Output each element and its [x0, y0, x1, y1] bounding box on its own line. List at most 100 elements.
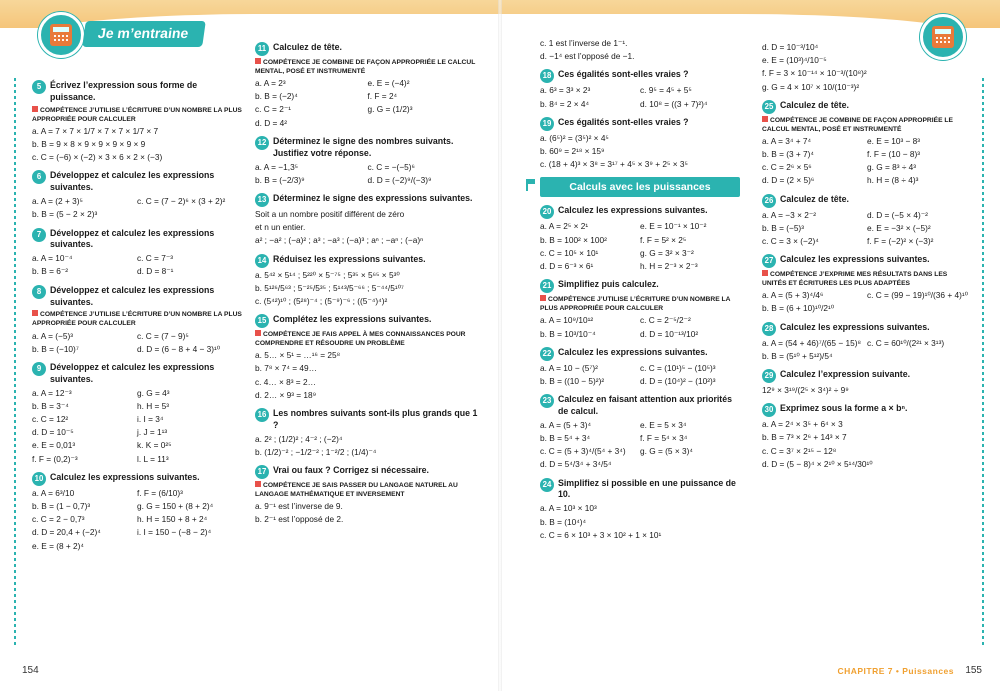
- exercise-item: c. 1 est l’inverse de 1⁻¹.: [540, 38, 628, 48]
- item-row: b. 8⁴ = 2 × 4⁴ d. 10⁸ = ((3 + 7)²)⁴: [540, 99, 740, 110]
- exercise-item: b. 5¹²⁶/5⁶³ ; 5⁻²⁵/5³⁵ ; 5¹⁴³/5⁻⁶⁶ ; 5⁻⁴…: [255, 282, 404, 293]
- exercise-number-badge: 6: [32, 170, 46, 185]
- exercise-item: b. B = (3 + 7)⁴: [762, 149, 814, 160]
- margin-dashes-right: [982, 78, 984, 648]
- exercise-number-badge: 13: [255, 192, 269, 207]
- exercise-header: 10 Calculez les expressions suivantes.: [32, 471, 242, 486]
- exercise: 5 Écrivez l’expression sous forme de puis…: [32, 80, 242, 163]
- exercise-title: Développez et calculez les expressions s…: [50, 361, 215, 384]
- exercise-item: b. 2⁻¹ est l’opposé de 2.: [255, 514, 344, 525]
- competence-square-icon: [540, 295, 546, 302]
- item-row: c. 1 est l’inverse de 1⁻¹.: [540, 38, 740, 49]
- exercise-item: f. F = 5² × 2⁵: [640, 234, 687, 245]
- exercise-item: d. D = 10⁻³/10⁴: [762, 42, 819, 52]
- exercise-item: c. C = 12²: [32, 414, 69, 424]
- item-row: d. 2… × 9³ = 18⁹: [255, 390, 480, 401]
- exercise-number-badge: 29: [762, 369, 776, 383]
- item-row: b. 5¹²⁶/5⁶³ ; 5⁻²⁵/5³⁵ ; 5¹⁴³/5⁻⁶⁶ ; 5⁻⁴…: [255, 283, 480, 294]
- exercise-number-badge: 5: [32, 80, 46, 94]
- exercise-item: et n un entier.: [255, 222, 306, 233]
- exercise-item: a. A = (5 + 3)⁴/4⁶: [762, 290, 824, 301]
- exercise-title: Calculez les expressions suivantes.: [558, 346, 708, 357]
- exercise-number-badge: 21: [540, 279, 554, 294]
- exercise-item: b. B = 100² × 100²: [540, 234, 607, 245]
- item-row: a. A = 2⁵ × 2¹ e. E = 10⁻¹ × 10⁻²: [540, 221, 740, 232]
- section-tab: Je m’entraine: [82, 21, 207, 47]
- exercise-item: g. G = 150 + (8 + 2)⁴: [137, 500, 214, 511]
- page-number-left: 154: [22, 664, 39, 676]
- exercise-item: [368, 118, 481, 129]
- item-row: a. (6⁵)² = (3⁵)² × 4⁵: [540, 133, 740, 144]
- exercise-title: Ces égalités sont-elles vraies ?: [558, 116, 689, 127]
- item-row: a. A = (2 + 3)⁵ c. C = (7 − 2)⁶ × (3 + 2)…: [32, 196, 242, 207]
- exercise-title: Simplifiez si possible en une puissance …: [558, 477, 736, 500]
- exercise-item: a. A = (54 + 46)⁷/(65 − 15)⁸: [762, 337, 861, 348]
- exercise: 23 Calculez en faisant attention aux prio…: [540, 394, 740, 471]
- exercise-item: f. F = (−2)² × (−3)²: [867, 235, 934, 246]
- exercise-item: d. D = 6⁻³ × 6¹: [540, 261, 594, 272]
- exercise-header: 12 Déterminez le signe des nombres suivan…: [255, 135, 480, 160]
- exercise-number-badge: 11: [255, 42, 269, 56]
- exercise-item: e. E = 0,01³: [32, 440, 76, 451]
- item-row: et n un entier.: [255, 222, 480, 233]
- exercise: 18 Ces égalités sont-elles vraies ? a. 6³ …: [540, 69, 740, 109]
- exercise-item: c. C = (−6) × (−2) × 3 × 6 × 2 × (−3): [32, 152, 163, 163]
- exercise: 11 Calculez de tête. COMPÉTENCE JE COMBINE…: [255, 42, 480, 129]
- exercise-header: 25 Calculez de tête.: [762, 99, 972, 114]
- exercise-item: e. E = (10³)⁴/10⁻⁵: [762, 55, 827, 66]
- chapter-footer: CHAPITRE 7 • Puissances: [837, 666, 954, 677]
- item-row: c. (18 + 4)³ × 3⁸ = 3¹⁷ + 4⁵ × 3⁹ + 2⁵ ×…: [540, 159, 740, 170]
- exercise-item: g. G = (1/2)³: [367, 104, 413, 115]
- exercise-header: 14 Réduisez les expressions suivantes.: [255, 253, 480, 268]
- section-heading-text: Calculs avec les puissances: [569, 181, 711, 194]
- exercise-item: a. 9⁻¹ est l’inverse de 9.: [255, 501, 343, 512]
- book-spine: [498, 0, 502, 691]
- exercise-item: c. C = 3 × (−2)⁴: [762, 235, 819, 246]
- item-row: b. B = 5⁴ + 3⁴ f. F = 5⁴ × 3⁴: [540, 433, 740, 444]
- competence-text: COMPÉTENCE J’UTILISE L’ÉCRITURE D’UN NOM…: [32, 311, 242, 328]
- item-row: Soit a un nombre positif différent de zé…: [255, 209, 480, 220]
- item-row: b. 2⁻¹ est l’opposé de 2.: [255, 514, 480, 525]
- exercise-title: Calculez les expressions suivantes.: [780, 321, 930, 332]
- exercise-item: d. D = 20,4 + (−2)⁴: [32, 527, 101, 538]
- exercise-item: c. (18 + 4)³ × 3⁸ = 3¹⁷ + 4⁵ × 3⁹ + 2⁵ ×…: [540, 159, 688, 170]
- exercise-item: a. A = 10⁻⁴: [32, 253, 73, 264]
- exercise-item: a. A = −1,3⁵: [255, 161, 299, 172]
- item-row: b. B = 7³ × 2⁶ + 14³ × 7: [762, 432, 972, 443]
- exercise-item: b. B = 3⁻⁴: [32, 400, 69, 411]
- exercise-header: 27 Calculez les expressions suivantes.: [762, 254, 972, 269]
- exercise-item: a. 6³ = 3³ × 2³: [540, 85, 591, 96]
- exercise-number-badge: 27: [762, 254, 776, 269]
- competence-square-icon: [255, 330, 261, 337]
- item-row: b. B = (5¹⁰ + 5¹²)/5⁴: [762, 351, 972, 362]
- exercise-item: g. G = (5 × 3)⁴: [640, 446, 693, 457]
- exercise-item: a. A = 2⁵ × 2¹: [540, 221, 589, 232]
- exercise-header: 23 Calculez en faisant attention aux prio…: [540, 394, 740, 418]
- exercise-number-badge: 14: [255, 253, 269, 268]
- item-row: d. D = (5 − 8)⁴ × 2¹⁰ × 5¹⁴/30¹⁰: [762, 459, 972, 470]
- competence-text: COMPÉTENCE JE COMBINE DE FAÇON APPROPRIÉ…: [762, 116, 953, 133]
- item-row: a. A = (5 + 3)⁴ e. E = 5 × 3⁴: [540, 420, 740, 431]
- item-row: c. C = 2 − 0,7³ h. H = 150 + 8 + 2⁴: [32, 514, 242, 525]
- exercise: 25 Calculez de tête. COMPÉTENCE JE COMBINE…: [762, 99, 972, 187]
- exercise-item: d. D = (−2)⁹/(−3)⁹: [367, 174, 432, 185]
- exercise-title: Développez et calculez les expressions s…: [50, 227, 215, 250]
- exercise: 22 Calculez les expressions suivantes. a. …: [540, 346, 740, 387]
- exercise-item: f. F = (0,2)⁻³: [32, 453, 78, 464]
- exercise-item: [867, 303, 972, 314]
- exercise-number-badge: 10: [32, 471, 46, 486]
- exercise-item: c. C = 6 × 10³ + 3 × 10² + 1 × 10¹: [540, 529, 662, 540]
- exercise-header: 29 Calculez l’expression suivante.: [762, 369, 972, 383]
- exercise-item: a. A = 2⁴ × 3⁵ + 6⁴ × 3: [762, 419, 843, 430]
- item-row: e. E = (8 + 2)⁴: [32, 541, 242, 552]
- calculator-icon: [920, 14, 966, 60]
- exercise-item: a. 5⁴² × 5¹⁴ ; 5²²⁰ × 5⁻⁷⁵ ; 5³⁵ × 5⁶⁵ ×…: [255, 269, 400, 280]
- exercise: 9 Développez et calculez les expressions …: [32, 361, 242, 465]
- exercise-header: 21 Simplifiez puis calculez.: [540, 279, 740, 294]
- exercise-number-badge: 7: [32, 227, 46, 242]
- exercise-item: c. C = 10⁵ × 10¹: [540, 247, 599, 258]
- exercise-item: c. C = (7 − 2)⁶ × (3 + 2)²: [137, 196, 226, 207]
- exercise-item: e. E = 5 × 3⁴: [640, 419, 687, 430]
- column-3: c. 1 est l’inverse de 1⁻¹. d. −1⁴ est l’o…: [526, 38, 740, 548]
- item-row: a. A = −1,3⁵ c. C = −(−5)⁶: [255, 162, 480, 173]
